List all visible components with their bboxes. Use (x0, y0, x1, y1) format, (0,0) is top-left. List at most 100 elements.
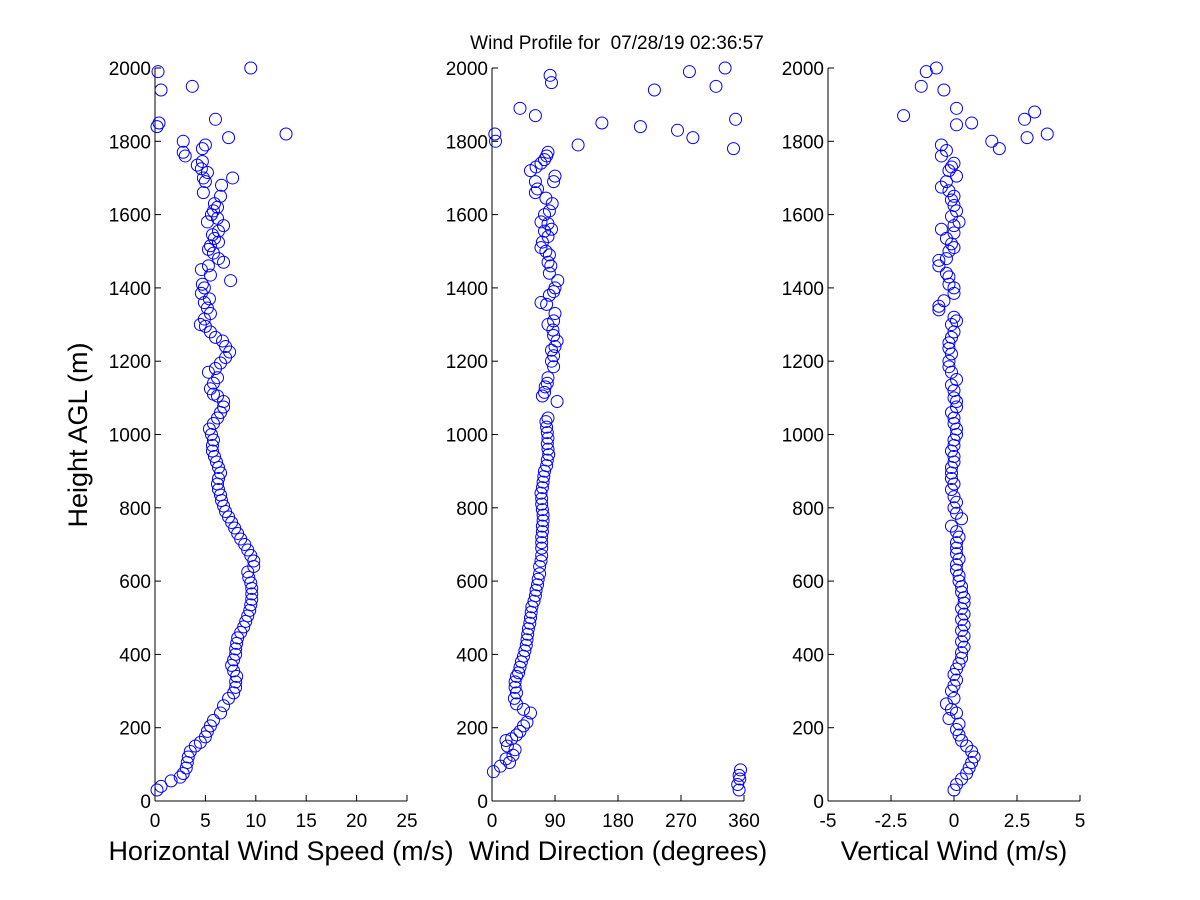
data-point (229, 647, 243, 661)
data-point (206, 713, 220, 727)
data-point (216, 334, 230, 348)
x-tick-label: 10 (245, 811, 266, 832)
data-point (718, 61, 732, 75)
data-point (244, 598, 258, 612)
y-tick-label: 600 (119, 572, 151, 593)
data-point (499, 734, 513, 748)
y-axis-label: Height AGL (m) (63, 342, 93, 527)
data-point (947, 286, 961, 300)
data-point (547, 314, 561, 328)
data-point (1018, 112, 1032, 126)
data-point (545, 354, 558, 368)
data-point (709, 79, 723, 93)
data-point (510, 697, 523, 711)
y-tick-label: 1600 (782, 206, 824, 227)
data-point (227, 664, 241, 678)
y-tick-label: 800 (456, 499, 488, 520)
data-point (535, 525, 549, 539)
data-point (173, 770, 187, 784)
data-point (950, 204, 964, 218)
data-point (528, 175, 542, 189)
y-tick-label: 1000 (782, 426, 824, 447)
data-point (950, 373, 964, 387)
data-point (944, 160, 958, 174)
data-point (950, 673, 964, 687)
y-tick-label: 2000 (782, 59, 824, 80)
data-point (542, 266, 556, 280)
data-point (505, 732, 519, 746)
data-point (548, 340, 562, 354)
data-point (541, 255, 555, 269)
y-tick-label: 1200 (109, 352, 151, 373)
y-tick-label: 400 (119, 645, 151, 666)
data-point (540, 420, 554, 434)
y-tick-label: 600 (456, 572, 488, 593)
data-point (194, 263, 208, 277)
data-point (548, 169, 562, 183)
data-point (950, 541, 964, 555)
data-point (197, 281, 211, 295)
x-tick-label: 5 (1075, 811, 1086, 832)
x-axis-label: Wind Direction (degrees) (469, 836, 768, 866)
data-point (729, 112, 743, 126)
data-point (937, 83, 951, 97)
data-point (207, 449, 221, 463)
data-point (539, 415, 553, 429)
data-point (944, 519, 958, 533)
data-point (531, 182, 544, 196)
data-point (947, 391, 961, 405)
data-point (226, 171, 240, 185)
data-point (154, 83, 168, 97)
data-point (985, 134, 999, 148)
y-tick-label: 0 (477, 792, 488, 813)
data-point (1040, 127, 1054, 141)
data-point (538, 385, 551, 399)
data-point (539, 244, 553, 258)
data-point (151, 65, 165, 79)
data-point (538, 224, 551, 238)
data-point (215, 178, 229, 192)
data-point (540, 426, 554, 440)
y-tick-label: 1200 (782, 352, 824, 373)
data-point (533, 567, 547, 581)
data-point (934, 138, 948, 152)
data-point (929, 61, 943, 75)
x-tick-label: 5 (200, 811, 211, 832)
data-point (647, 83, 661, 97)
data-point (540, 453, 554, 467)
data-point (499, 752, 513, 766)
data-point (510, 669, 523, 683)
data-point (536, 508, 550, 522)
data-point (528, 186, 542, 200)
data-point (944, 684, 958, 698)
y-tick-label: 1000 (446, 426, 488, 447)
data-point (210, 200, 224, 214)
data-point (950, 118, 964, 132)
data-point (178, 149, 192, 163)
y-tick-label: 1400 (782, 279, 824, 300)
data-point (201, 259, 215, 273)
data-point (950, 101, 964, 115)
data-point (217, 699, 231, 713)
data-point (205, 444, 219, 458)
data-point (529, 583, 543, 597)
data-point (955, 635, 969, 649)
data-point (212, 471, 226, 485)
x-tick-label: -2.5 (875, 811, 908, 832)
data-point (957, 640, 971, 654)
data-point (542, 204, 556, 218)
data-point (212, 235, 226, 249)
data-point (207, 231, 221, 245)
data-point (510, 728, 523, 742)
data-point (524, 706, 537, 720)
data-point (535, 519, 549, 533)
data-point (671, 123, 684, 137)
data-point (952, 530, 966, 544)
y-tick-label: 1600 (446, 206, 488, 227)
data-point (950, 506, 964, 520)
data-point (541, 371, 555, 385)
y-tick-label: 1800 (446, 132, 488, 153)
x-tick-label: 360 (728, 811, 760, 832)
data-point (534, 554, 548, 568)
data-point (734, 763, 747, 777)
